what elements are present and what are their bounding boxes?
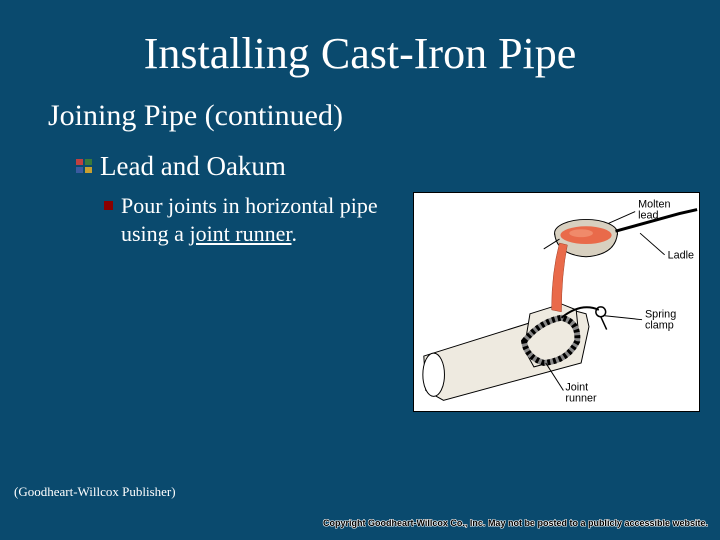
bullet-level1: Lead and Oakum [76,151,700,182]
content-area: Joining Pipe (continued) Lead and Oakum … [0,99,720,412]
subtitle: Joining Pipe (continued) [48,99,700,133]
level1-text: Lead and Oakum [100,151,286,182]
label-joint-runner: Joint runner [565,381,597,404]
lead-stream [552,243,568,312]
copyright-notice: Copyright Goodheart-Willcox Co., Inc. Ma… [323,518,708,528]
level2-suffix: . [292,221,298,246]
square-bullet-icon [104,201,113,210]
row-level2: Pour joints in horizontal pipe using a j… [104,192,700,412]
windows-icon [76,159,92,173]
level2-text: Pour joints in horizontal pipe using a j… [121,192,401,247]
slide-title: Installing Cast-Iron Pipe [0,0,720,99]
label-ladle: Ladle [668,250,694,262]
figure-joint-runner: Molten lead Ladle Spring clamp Joint run… [413,192,700,412]
label-spring-clamp: Spring clamp [645,309,679,332]
bullet-level2: Pour joints in horizontal pipe using a j… [104,192,401,247]
source-credit: (Goodheart-Willcox Publisher) [14,484,176,500]
level2-underlined: joint runner [189,221,291,246]
